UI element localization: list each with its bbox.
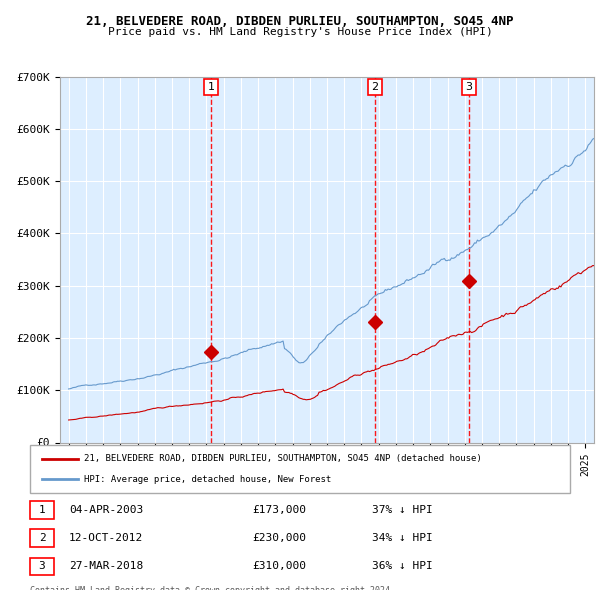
Text: 21, BELVEDERE ROAD, DIBDEN PURLIEU, SOUTHAMPTON, SO45 4NP (detached house): 21, BELVEDERE ROAD, DIBDEN PURLIEU, SOUT… <box>84 454 482 463</box>
Text: 27-MAR-2018: 27-MAR-2018 <box>69 562 143 571</box>
Text: 36% ↓ HPI: 36% ↓ HPI <box>372 562 433 571</box>
Text: 3: 3 <box>465 82 472 92</box>
Text: Price paid vs. HM Land Registry's House Price Index (HPI): Price paid vs. HM Land Registry's House … <box>107 27 493 37</box>
Text: 21, BELVEDERE ROAD, DIBDEN PURLIEU, SOUTHAMPTON, SO45 4NP: 21, BELVEDERE ROAD, DIBDEN PURLIEU, SOUT… <box>86 15 514 28</box>
Text: 3: 3 <box>38 562 46 571</box>
Text: 12-OCT-2012: 12-OCT-2012 <box>69 533 143 543</box>
Text: 04-APR-2003: 04-APR-2003 <box>69 505 143 514</box>
Text: HPI: Average price, detached house, New Forest: HPI: Average price, detached house, New … <box>84 475 331 484</box>
Text: £310,000: £310,000 <box>252 562 306 571</box>
Text: 1: 1 <box>208 82 214 92</box>
Text: 37% ↓ HPI: 37% ↓ HPI <box>372 505 433 514</box>
Text: 1: 1 <box>38 505 46 514</box>
Text: 34% ↓ HPI: 34% ↓ HPI <box>372 533 433 543</box>
Text: £173,000: £173,000 <box>252 505 306 514</box>
Text: 2: 2 <box>371 82 379 92</box>
Text: £230,000: £230,000 <box>252 533 306 543</box>
Text: Contains HM Land Registry data © Crown copyright and database right 2024.: Contains HM Land Registry data © Crown c… <box>30 586 395 590</box>
Text: 2: 2 <box>38 533 46 543</box>
